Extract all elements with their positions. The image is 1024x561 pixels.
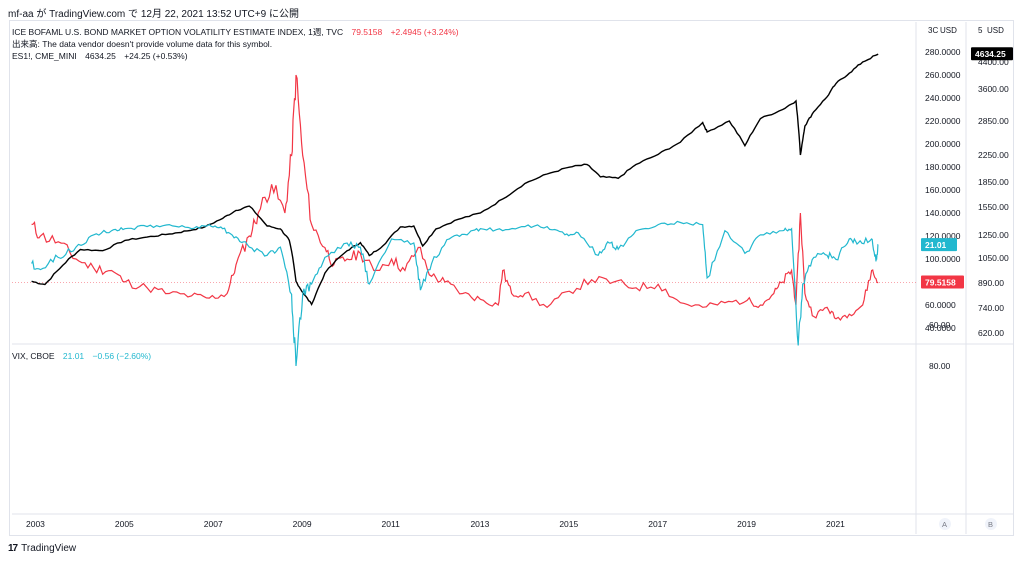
vix-legend-title: VIX, CBOE — [12, 351, 55, 361]
move-last-value-badge-bg — [921, 275, 964, 289]
move-axis-tick-label: 280.0000 — [925, 47, 961, 57]
x-axis-tick-label: 2015 — [559, 519, 578, 529]
vix-last-value-badge: 21.01 — [925, 240, 947, 250]
move-axis-tick-label: 200.0000 — [925, 139, 961, 149]
vix-legend-value: 21.01 — [62, 351, 85, 361]
es-axis-tick-label: 2850.00 — [978, 116, 1009, 126]
es-legend-title: ES1!, CME_MINI — [12, 51, 77, 61]
chart-frame — [9, 20, 1014, 536]
es-axis-tick-label: 1050.00 — [978, 253, 1009, 263]
es-axis-tick-label: 1550.00 — [978, 202, 1009, 212]
move-axis-tick-label: 260.0000 — [925, 70, 961, 80]
x-axis-tick-label: 2007 — [204, 519, 223, 529]
scale-b-toggle-label: B — [988, 520, 993, 529]
x-axis-tick-label: 2003 — [26, 519, 45, 529]
scale-b-top-label: 5 — [978, 26, 983, 35]
publish-header: mf-aa が TradingView.com で 12月 22, 2021 1… — [8, 9, 299, 20]
es-axis-tick-label: 3600.00 — [978, 84, 1009, 94]
x-axis-tick-label: 2009 — [293, 519, 312, 529]
vix-axis-tick-label: 80.00 — [929, 361, 951, 371]
vix-legend: VIX, CBOE 21.01 −0.56 (−2.60%) — [12, 351, 151, 362]
move-axis-tick-label: 60.0000 — [925, 300, 956, 310]
scale-b-currency-label: USD — [987, 26, 1004, 35]
tradingview-brand[interactable]: 17 TradingView — [8, 543, 76, 554]
scale-a-currency-label: USD — [940, 26, 957, 35]
move-axis-tick-label: 140.0000 — [925, 208, 961, 218]
move-legend: ICE BOFAML U.S. BOND MARKET OPTION VOLAT… — [12, 27, 459, 38]
vix-last-value-badge-bg — [921, 238, 957, 252]
es-legend-value: 4634.25 — [85, 51, 116, 61]
es-last-value-badge: 4634.25 — [975, 49, 1006, 59]
x-axis-tick-label: 2013 — [470, 519, 489, 529]
move-legend-change: +2.4945 (+3.24%) — [390, 27, 459, 37]
move-legend-value: 79.5158 — [351, 27, 383, 37]
es-axis-tick-label: 2250.00 — [978, 150, 1009, 160]
scale-a-toggle-label: A — [942, 520, 947, 529]
x-axis-tick-label: 2019 — [737, 519, 756, 529]
tradingview-brand-label: TradingView — [21, 543, 77, 554]
move-legend-title: ICE BOFAML U.S. BOND MARKET OPTION VOLAT… — [12, 27, 344, 37]
move-axis-tick-label: 120.0000 — [925, 231, 961, 241]
es-axis-tick-label: 4400.00 — [978, 57, 1009, 67]
vix-series-line[interactable] — [31, 220, 879, 367]
move-axis-tick-label: 220.0000 — [925, 116, 961, 126]
scale-a-top-label: 3C — [928, 26, 938, 35]
es-axis-tick-label: 1250.00 — [978, 230, 1009, 240]
es-axis-tick-label: 620.00 — [978, 328, 1004, 338]
volume-note: 出来高: The data vendor doesn't provide vol… — [12, 39, 273, 49]
es-legend-change: +24.25 (+0.53%) — [124, 51, 188, 61]
es-last-value-badge-bg — [971, 47, 1013, 61]
move-last-value-badge: 79.5158 — [925, 278, 956, 288]
move-axis-tick-label: 100.0000 — [925, 254, 961, 264]
x-axis-tick-label: 2021 — [826, 519, 845, 529]
move-axis-tick-label: 40.0000 — [925, 323, 956, 333]
tradingview-logo-icon: 17 — [8, 543, 18, 554]
es-axis-tick-label: 890.00 — [978, 278, 1004, 288]
move-axis-tick-label: 240.0000 — [925, 93, 961, 103]
x-axis-tick-label: 2011 — [382, 519, 401, 529]
x-axis-tick-label: 2005 — [115, 519, 134, 529]
scale-a-toggle[interactable] — [939, 518, 951, 530]
vix-axis-tick-label: 60.00 — [929, 320, 951, 330]
scale-b-toggle[interactable] — [985, 518, 997, 530]
vix-legend-change: −0.56 (−2.60%) — [92, 351, 152, 361]
x-axis-tick-label: 2017 — [648, 519, 667, 529]
es-legend: ES1!, CME_MINI 4634.25 +24.25 (+0.53%) — [12, 51, 188, 62]
es-axis-tick-label: 1850.00 — [978, 177, 1009, 187]
move-axis-tick-label: 180.0000 — [925, 162, 961, 172]
es-series-line[interactable] — [31, 53, 879, 306]
move-series-line[interactable] — [31, 74, 879, 321]
es-axis-tick-label: 740.00 — [978, 303, 1004, 313]
move-axis-tick-label: 160.0000 — [925, 185, 961, 195]
